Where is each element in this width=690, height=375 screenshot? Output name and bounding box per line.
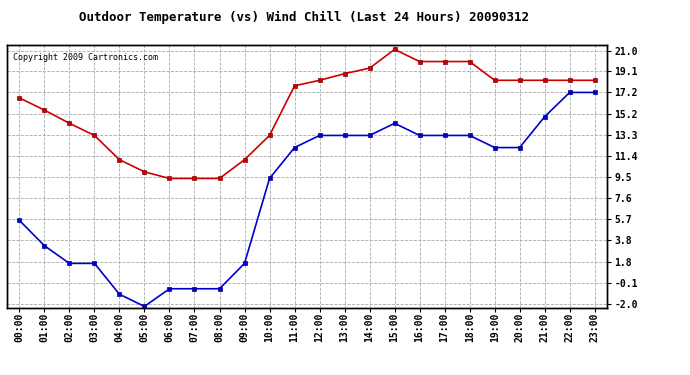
Text: Copyright 2009 Cartronics.com: Copyright 2009 Cartronics.com	[13, 53, 158, 62]
Text: Outdoor Temperature (vs) Wind Chill (Last 24 Hours) 20090312: Outdoor Temperature (vs) Wind Chill (Las…	[79, 11, 529, 24]
